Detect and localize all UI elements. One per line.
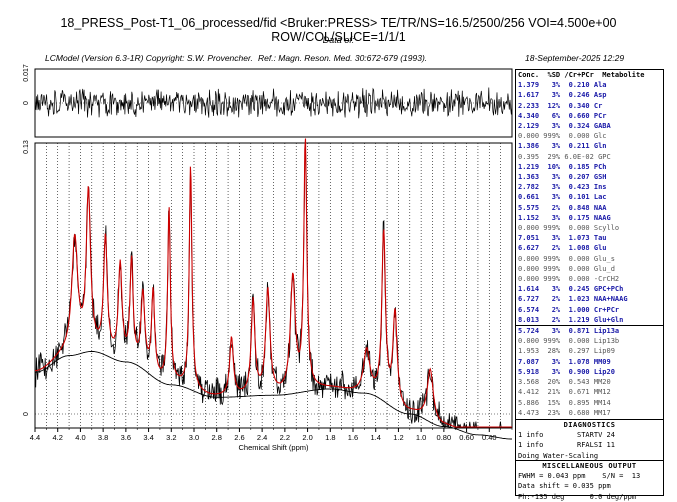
x-tick-label: 3.8 bbox=[98, 433, 108, 442]
metabolite-row: 1.152 3% 0.175 NAAG bbox=[518, 213, 611, 222]
x-tick-label: 3.6 bbox=[121, 433, 131, 442]
x-tick-label: 1.4 bbox=[370, 433, 380, 442]
x-tick-label: 4.0 bbox=[75, 433, 85, 442]
conc-table-header: Conc. %SD /Cr+PCr Metabolite bbox=[518, 71, 645, 79]
lipid-row: 5.886 15% 0.895 MM14 bbox=[518, 398, 611, 407]
residual-ymax-label: 0.017 bbox=[23, 64, 30, 82]
x-tick-label: 4.2 bbox=[52, 433, 62, 442]
misc-output-panel: MISCELLANEOUS OUTPUT FWHM = 0.043 ppm S/… bbox=[515, 460, 664, 501]
metabolite-row: 1.363 3% 0.207 GSH bbox=[518, 173, 607, 182]
spectrum-ymax-label: 0.13 bbox=[23, 140, 30, 154]
diagnostics-row: 1 info RFALSI 11 bbox=[518, 441, 615, 450]
metabolite-row: 0.000 999% 0.000 Scyllo bbox=[518, 224, 620, 233]
lipid-row: 7.087 3% 1.078 MM09 bbox=[518, 357, 611, 366]
data-spectrum-line bbox=[34, 146, 512, 429]
copyright-line: LCModel (Version 6.3-1R) Copyright: S.W.… bbox=[45, 53, 253, 63]
misc-row: Data shift = 0.035 ppm bbox=[518, 482, 611, 491]
baseline-curve bbox=[35, 351, 512, 440]
diagnostics-row: Doing Water-Scaling bbox=[518, 451, 599, 460]
metabolite-row: 6.574 2% 1.000 Cr+PCr bbox=[518, 305, 620, 314]
lipid-row: 3.568 20% 0.543 MM20 bbox=[518, 378, 611, 387]
metabolite-row: 0.000 999% 0.000 -CrCH2 bbox=[518, 275, 620, 284]
lipid-row: 4.412 21% 0.671 MM12 bbox=[518, 388, 611, 397]
x-tick-label: 3.0 bbox=[189, 433, 199, 442]
lipid-row: 1.953 28% 0.297 Lip09 bbox=[518, 347, 615, 356]
x-tick-label: 3.2 bbox=[166, 433, 176, 442]
concentration-table: Conc. %SD /Cr+PCr Metabolite 1.379 3% 0.… bbox=[515, 69, 664, 460]
misc-title: MISCELLANEOUS OUTPUT bbox=[542, 462, 637, 470]
metabolite-row: 7.051 3% 1.073 Tau bbox=[518, 234, 607, 243]
diagnostics-title: DIAGNOSTICS bbox=[563, 421, 616, 429]
x-tick-label: 4.4 bbox=[30, 433, 40, 442]
metabolite-row: 0.661 3% 0.101 Lac bbox=[518, 193, 607, 202]
x-tick-label: 0.40 bbox=[482, 433, 497, 442]
metabolite-row: 2.233 12% 0.340 Cr bbox=[518, 101, 603, 110]
metabolite-row: 5.575 2% 0.848 NAA bbox=[518, 203, 607, 212]
x-tick-label: 1.2 bbox=[393, 433, 403, 442]
residual-zero-label: 0 bbox=[23, 101, 30, 105]
misc-row: Ph:-135 deg 0.0 deg/ppm bbox=[518, 492, 637, 501]
metabolite-row: 6.727 2% 1.023 NAA+NAAG bbox=[518, 295, 628, 304]
page-title: 18_PRESS_Post-T1_06_processed/fid <Bruke… bbox=[60, 16, 617, 44]
metabolite-row: 0.000 999% 0.000 Glu_s bbox=[518, 254, 615, 263]
fit-spectrum-line bbox=[34, 138, 512, 428]
x-tick-label: 0.80 bbox=[437, 433, 452, 442]
metabolite-row: 1.386 3% 0.211 Gln bbox=[518, 142, 607, 151]
metabolite-row: 4.340 6% 0.660 PCr bbox=[518, 111, 607, 120]
date-line: 18-September-2025 12:29 bbox=[525, 53, 625, 63]
diagnostics-panel: DIAGNOSTICS 1 info STARTV 24 1 info RFALS… bbox=[515, 419, 664, 462]
metabolite-row: 0.000 999% 0.000 Glu_d bbox=[518, 264, 615, 273]
lipid-row: 0.000 999% 0.000 Lip13b bbox=[518, 337, 620, 346]
x-tick-label: 2.8 bbox=[211, 433, 221, 442]
x-tick-label: 1.0 bbox=[416, 433, 426, 442]
metabolite-row: 6.627 2% 1.008 Glu bbox=[518, 244, 607, 253]
metabolite-row: 1.219 10% 0.185 PCh bbox=[518, 162, 607, 171]
metabolite-row: 1.614 3% 0.245 GPC+PCh bbox=[518, 285, 624, 294]
x-tick-label: 0.60 bbox=[459, 433, 474, 442]
spectrum-zero-label: 0 bbox=[23, 412, 30, 416]
reference-line: Ref.: Magn. Reson. Med. 30:672-679 (1993… bbox=[258, 53, 428, 63]
diagnostics-row: 1 info STARTV 24 bbox=[518, 431, 615, 440]
x-tick-label: 1.8 bbox=[325, 433, 335, 442]
data-of-label: Data of: bbox=[322, 35, 355, 45]
metabolite-row: 0.000 999% 0.000 Glc bbox=[518, 132, 607, 141]
x-tick-label: 2.4 bbox=[257, 433, 267, 442]
metabolite-row: 8.013 2% 1.219 Glu+Gln bbox=[518, 315, 624, 324]
lipid-row: 5.724 3% 0.871 Lip13a bbox=[518, 327, 620, 336]
x-tick-label: 2.2 bbox=[280, 433, 290, 442]
metabolite-row: 1.379 3% 0.210 Ala bbox=[518, 81, 607, 90]
x-tick-label: 2.0 bbox=[302, 433, 312, 442]
lipid-row: 5.918 3% 0.900 Lip20 bbox=[518, 367, 615, 376]
residual-line bbox=[34, 87, 513, 119]
x-tick-label: 3.4 bbox=[143, 433, 153, 442]
misc-row: FWHM = 0.043 ppm S/N = 13 bbox=[518, 472, 641, 481]
x-axis-label: Chemical Shift (ppm) bbox=[238, 443, 309, 452]
x-tick-label: 1.6 bbox=[348, 433, 358, 442]
metabolite-row: 2.129 3% 0.324 GABA bbox=[518, 122, 611, 131]
metabolite-row: 0.395 29% 6.0E-02 GPC bbox=[518, 152, 611, 161]
lipid-row: 4.473 23% 0.680 MM17 bbox=[518, 408, 611, 417]
x-tick-label: 2.6 bbox=[234, 433, 244, 442]
metabolite-row: 2.782 3% 0.423 Ins bbox=[518, 183, 607, 192]
metabolite-row: 1.617 3% 0.246 Asp bbox=[518, 91, 607, 100]
